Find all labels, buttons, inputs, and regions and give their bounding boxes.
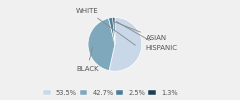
Wedge shape <box>113 17 115 44</box>
Wedge shape <box>108 18 115 44</box>
Text: WHITE: WHITE <box>76 8 135 45</box>
Legend: 53.5%, 42.7%, 2.5%, 1.3%: 53.5%, 42.7%, 2.5%, 1.3% <box>42 89 178 97</box>
Text: ASIAN: ASIAN <box>114 22 167 41</box>
Text: HISPANIC: HISPANIC <box>116 22 178 51</box>
Text: BLACK: BLACK <box>76 47 99 72</box>
Wedge shape <box>109 17 142 71</box>
Wedge shape <box>88 18 115 71</box>
